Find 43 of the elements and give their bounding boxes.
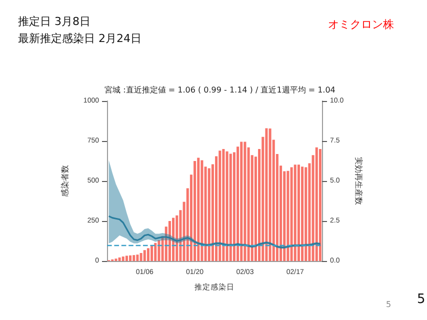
bar	[297, 164, 300, 261]
bar	[143, 250, 146, 261]
text: 5	[417, 292, 426, 307]
bar	[197, 158, 200, 261]
bar	[136, 254, 139, 261]
bar	[129, 255, 132, 261]
bar	[118, 257, 121, 261]
bar	[194, 161, 196, 261]
bar	[222, 149, 225, 261]
bar	[290, 167, 293, 261]
bar	[318, 149, 322, 261]
line-series	[108, 215, 322, 248]
bar	[265, 128, 268, 261]
text: 最新推定感染日 2月24日	[18, 32, 142, 45]
bar	[122, 256, 124, 261]
bar	[240, 142, 243, 261]
bar	[286, 170, 290, 261]
text: オミクロン株	[328, 18, 394, 31]
bar	[168, 221, 171, 261]
bar	[304, 167, 308, 261]
bar	[226, 151, 228, 261]
bar	[146, 248, 150, 261]
bar	[140, 253, 142, 261]
bar	[200, 160, 204, 261]
bar	[268, 128, 272, 261]
text: 推定日 3月8日	[18, 15, 90, 28]
bar	[208, 168, 210, 261]
bar	[244, 142, 246, 261]
bar	[229, 154, 232, 261]
bar	[301, 166, 304, 261]
bar	[154, 242, 157, 261]
bar	[218, 150, 222, 261]
bar	[158, 240, 160, 261]
text: 5	[386, 300, 392, 309]
y2-axis-title: 実効再生産数	[354, 157, 364, 205]
bar	[294, 164, 296, 261]
y-axis-title: 感染者数	[60, 165, 70, 197]
chart-title: 宮城 :直近推定値 = 1.06 ( 0.99 - 1.14 ) / 直近1週平均 = 1.04	[104, 86, 336, 94]
bar	[172, 218, 175, 261]
bar	[125, 256, 128, 261]
bar	[315, 147, 318, 261]
bar	[132, 255, 136, 261]
bar	[150, 246, 154, 261]
